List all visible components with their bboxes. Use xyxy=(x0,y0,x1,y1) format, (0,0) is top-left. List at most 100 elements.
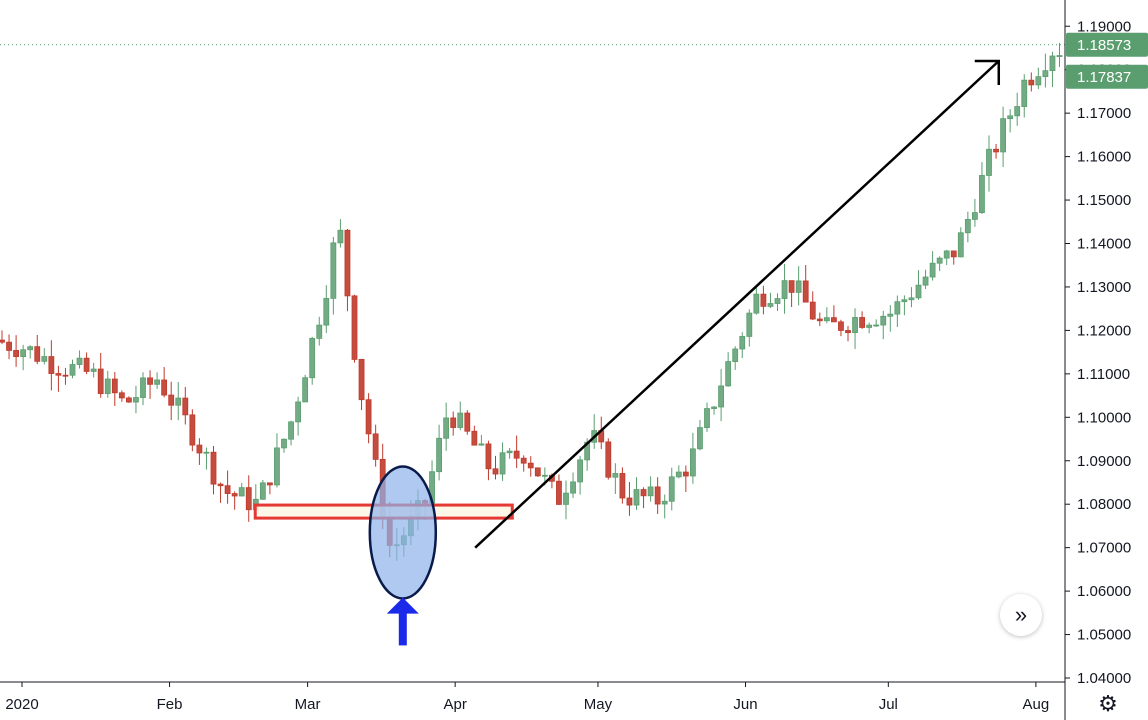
candle-up xyxy=(238,483,245,497)
up-arrow-head xyxy=(386,597,419,614)
candle-body xyxy=(492,468,499,475)
candle-body xyxy=(224,485,231,494)
candle-down xyxy=(513,435,520,469)
candle-body xyxy=(668,476,675,502)
candle-down xyxy=(344,228,351,312)
candle-up xyxy=(633,477,640,510)
candle-body xyxy=(802,280,809,303)
candle-down xyxy=(464,410,471,435)
candle-body xyxy=(238,487,245,497)
trend-arrow-annotation[interactable] xyxy=(474,59,1001,549)
candle-up xyxy=(457,401,464,431)
candle-body xyxy=(647,486,654,497)
candle-up xyxy=(922,269,929,290)
candle-body xyxy=(97,368,104,394)
y-tick-label: 1.09000 xyxy=(1077,453,1131,470)
candle-body xyxy=(344,229,351,297)
candle-body xyxy=(739,336,746,350)
price-axis[interactable]: 1.04000 1.05000 1.06000 1.07000 1.08000 1.090… xyxy=(1064,0,1148,720)
candle-down xyxy=(372,424,379,467)
candle-up xyxy=(443,402,450,451)
candle-down xyxy=(97,352,104,398)
candle-up xyxy=(330,236,337,315)
candle-body xyxy=(365,399,372,435)
candle-down xyxy=(6,334,12,360)
candle-body xyxy=(1007,115,1014,120)
candle-up xyxy=(274,433,280,488)
candle-up xyxy=(690,432,696,484)
candle-body xyxy=(626,497,633,506)
candle-body xyxy=(823,317,830,322)
highlight-ellipse[interactable] xyxy=(368,465,438,600)
candle-up xyxy=(133,385,139,414)
candle-body xyxy=(506,450,513,454)
candle-body xyxy=(245,487,252,511)
candle-body xyxy=(964,218,971,234)
candle-down xyxy=(196,438,203,465)
candle-up xyxy=(337,219,344,248)
plot-background xyxy=(0,0,1065,682)
candle-down xyxy=(351,294,358,363)
candle-up xyxy=(302,374,309,403)
candle-body xyxy=(436,437,443,473)
candle-up xyxy=(943,249,950,266)
candle-up xyxy=(577,455,583,495)
candle-down xyxy=(62,367,69,385)
candle-body xyxy=(20,349,27,357)
candle-body xyxy=(457,412,464,428)
candle-body xyxy=(161,379,168,396)
candle-body xyxy=(880,315,887,326)
candle-down xyxy=(189,409,196,452)
candle-body xyxy=(809,301,816,320)
candle-down xyxy=(266,482,273,495)
candle-up xyxy=(1007,109,1014,133)
scroll-to-realtime-button[interactable]: » xyxy=(1000,594,1042,636)
candle-body xyxy=(302,377,309,403)
up-arrow-annotation[interactable] xyxy=(386,597,419,646)
candle-body xyxy=(556,480,562,505)
candle-up xyxy=(732,346,739,370)
candle-up xyxy=(661,494,668,519)
candle-down xyxy=(217,482,224,503)
candle-up xyxy=(506,448,513,459)
candle-down xyxy=(527,456,534,477)
candle-down xyxy=(245,475,252,522)
candle-body xyxy=(90,368,97,372)
time-axis[interactable]: 2020 Feb Mar Apr May Jun Jul Aug xyxy=(0,681,1065,713)
x-tick-label: Mar xyxy=(295,696,321,713)
y-tick-label: 1.11000 xyxy=(1077,366,1130,383)
candle-down xyxy=(365,393,372,444)
x-tick-label: Apr xyxy=(443,696,466,713)
candle-body xyxy=(915,284,922,299)
price-tag: 1.18573 xyxy=(1066,32,1148,57)
candle-down xyxy=(492,455,499,480)
candle-up xyxy=(979,162,985,215)
candle-up xyxy=(20,344,27,371)
candle-up xyxy=(964,211,971,243)
candle-body xyxy=(133,397,139,403)
candle-body xyxy=(718,385,724,408)
candle-body xyxy=(704,408,710,428)
chart-settings-button[interactable]: ⚙ xyxy=(1094,690,1122,718)
candle-down xyxy=(224,470,231,504)
candle-up xyxy=(668,467,675,511)
candle-body xyxy=(351,295,358,360)
candle-body xyxy=(478,443,485,446)
price-tag-label: 1.17837 xyxy=(1077,69,1131,86)
trend-arrow-line xyxy=(474,60,1000,549)
candle-body xyxy=(788,280,795,293)
candle-up xyxy=(753,285,760,315)
candle-body xyxy=(471,430,478,446)
candle-up xyxy=(908,287,915,308)
x-tick-label: Feb xyxy=(157,696,183,713)
candle-up xyxy=(1056,42,1063,68)
candle-up xyxy=(175,381,182,421)
trend-arrow-head xyxy=(974,59,1001,86)
candle-body xyxy=(118,392,125,399)
candle-down xyxy=(831,305,837,323)
candle-body xyxy=(126,397,132,403)
candle-down xyxy=(556,474,562,505)
candle-body xyxy=(605,441,612,478)
